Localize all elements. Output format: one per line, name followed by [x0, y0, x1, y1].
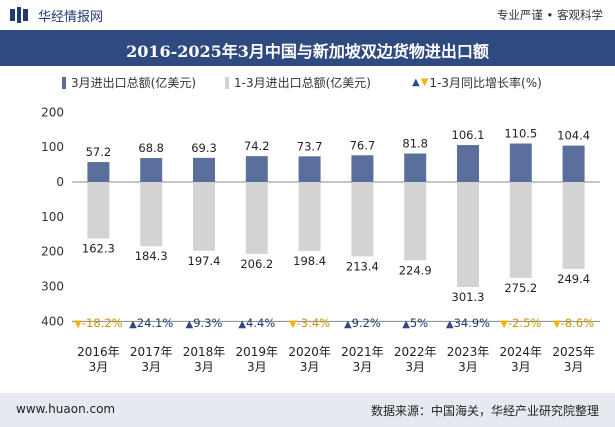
data-label-ytd: 213.4: [346, 259, 379, 273]
yoy-label: ▲24.1%: [129, 316, 173, 330]
yoy-label: ▲9.3%: [186, 316, 223, 330]
x-tick-label: 3月: [405, 360, 425, 374]
x-tick-label: 2020年: [288, 345, 331, 359]
bar-march: [351, 155, 374, 182]
x-tick-label: 3月: [353, 360, 373, 374]
bar-march: [140, 158, 163, 182]
yoy-label: ▲4.4%: [238, 316, 275, 330]
x-tick-label: 3月: [141, 360, 161, 374]
data-label-ytd: 184.3: [135, 249, 168, 263]
x-tick-label: 2021年: [341, 345, 384, 359]
bar-march: [509, 143, 532, 182]
bar-ytd: [87, 182, 110, 239]
footer: www.huaon.com 数据来源：中国海关，华经产业研究院整理: [0, 393, 615, 427]
y-tick-label: 0: [56, 175, 64, 189]
bar-ytd: [404, 182, 427, 261]
footer-site: www.huaon.com: [16, 402, 116, 416]
chart-title: 2016-2025年3月中国与新加坡双边货物进出口额: [126, 42, 489, 61]
x-tick-label: 2022年: [394, 345, 437, 359]
data-label-march: 76.7: [350, 138, 376, 152]
x-tick-label: 2016年: [77, 345, 120, 359]
data-label-ytd: 224.9: [399, 263, 432, 277]
top-bar: 华经情报网 专业严谨 • 客观科学: [0, 0, 615, 30]
y-tick-label: 100: [41, 140, 64, 154]
brand-name: 华经情报网: [38, 10, 104, 25]
bar-ytd: [562, 182, 585, 269]
footer-source: 数据来源：中国海关，华经产业研究院整理: [370, 404, 599, 418]
legend-swatch-ytd: [225, 76, 229, 89]
data-label-march: 110.5: [504, 127, 537, 141]
y-tick-label: 100: [41, 210, 64, 224]
legend-item-yoy: ▲ ▼ 1-3月同比增长率(%): [412, 74, 542, 91]
yoy-label: ▼-3.4%: [289, 316, 330, 330]
data-label-march: 81.8: [402, 137, 428, 151]
x-tick-label: 3月: [247, 360, 267, 374]
x-tick-label: 3月: [511, 360, 531, 374]
tagline: 专业严谨 • 客观科学: [496, 8, 603, 22]
data-label-ytd: 249.4: [557, 272, 590, 286]
x-tick-label: 2017年: [130, 345, 173, 359]
bar-ytd: [457, 182, 479, 287]
y-tick-label: 200: [41, 245, 64, 259]
data-label-march: 68.8: [138, 141, 164, 155]
bar-ytd: [140, 182, 163, 247]
x-tick-label: 2018年: [183, 345, 226, 359]
bar-march: [562, 145, 585, 182]
data-label-ytd: 162.3: [82, 242, 115, 256]
data-label-ytd: 198.4: [293, 254, 326, 268]
data-label-march: 69.3: [191, 141, 217, 155]
bar-ytd: [193, 182, 215, 251]
data-label-march: 74.2: [244, 139, 270, 153]
x-tick-label: 3月: [458, 360, 478, 374]
data-label-march: 104.4: [557, 129, 590, 143]
yoy-label: ▲9.2%: [344, 316, 381, 330]
data-label-march: 73.7: [297, 139, 323, 153]
bar-march: [298, 156, 321, 182]
data-label-ytd: 197.4: [188, 254, 221, 268]
yoy-label: ▲5%: [402, 316, 428, 330]
bar-march: [193, 157, 215, 182]
legend-item-ytd: 1-3月进出口总额(亿美元): [225, 74, 371, 91]
x-tick-label: 3月: [194, 360, 214, 374]
data-label-ytd: 275.2: [504, 281, 537, 295]
legend: 3月进出口总额(亿美元) 1-3月进出口总额(亿美元) ▲ ▼ 1-3月同比增长…: [0, 72, 615, 92]
data-label-march: 106.1: [452, 128, 485, 142]
bar-ytd: [298, 182, 321, 252]
data-label-ytd: 206.2: [240, 257, 273, 271]
legend-label-ytd: 1-3月进出口总额(亿美元): [234, 76, 371, 90]
bar-ytd: [509, 182, 532, 278]
bar-ytd: [245, 182, 268, 254]
triangle-up-icon: ▲: [412, 77, 420, 88]
bar-march: [245, 156, 268, 182]
x-tick-label: 2025年: [552, 345, 595, 359]
legend-item-march: 3月进出口总额(亿美元): [62, 74, 196, 91]
x-tick-label: 2024年: [500, 345, 543, 359]
yoy-label: ▼-2.5%: [500, 316, 541, 330]
bar-march: [404, 153, 427, 182]
legend-swatch-march: [62, 76, 66, 89]
x-tick-label: 2023年: [447, 345, 490, 359]
yoy-label: ▼-8.6%: [553, 316, 594, 330]
y-tick-label: 400: [41, 314, 64, 328]
yoy-label: ▲34.9%: [446, 316, 490, 330]
bar-march: [87, 162, 110, 182]
data-label-march: 57.2: [86, 145, 112, 159]
y-tick-label: 300: [41, 279, 64, 293]
x-tick-label: 3月: [564, 360, 584, 374]
x-tick-label: 3月: [89, 360, 109, 374]
data-label-ytd: 301.3: [452, 290, 485, 304]
huajing-logo-icon: [10, 7, 28, 23]
title-bar: 2016-2025年3月中国与新加坡双边货物进出口额: [0, 30, 615, 66]
bar-ytd: [351, 182, 374, 257]
chart-area: 200 100 0 100 200 300 400 57.2 162.3 ▼-18.2% 2016年…: [41, 105, 600, 374]
legend-label-march: 3月进出口总额(亿美元): [71, 76, 196, 90]
bar-march: [457, 145, 479, 182]
y-tick-label: 200: [41, 105, 64, 119]
triangle-down-icon: ▼: [420, 77, 429, 88]
x-tick-label: 3月: [300, 360, 320, 374]
x-tick-label: 2019年: [236, 345, 279, 359]
yoy-label: ▼-18.2%: [74, 316, 122, 330]
legend-label-yoy: 1-3月同比增长率(%): [429, 76, 542, 90]
